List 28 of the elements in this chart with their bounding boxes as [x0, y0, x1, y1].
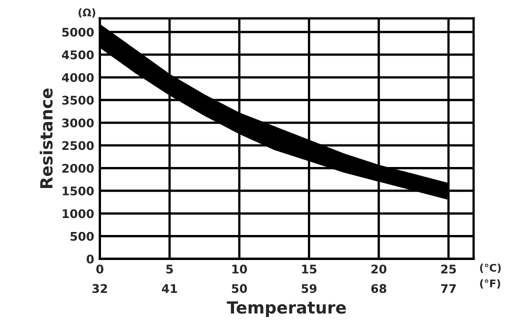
- x2-tick-label: 32: [92, 284, 108, 293]
- y-tick-label: 4500: [62, 50, 94, 60]
- y-tick-label: 2000: [62, 164, 94, 173]
- y-tick-label: 2500: [62, 141, 94, 150]
- x2-tick-label: 68: [371, 284, 386, 293]
- y-tick-label: 1500: [62, 186, 94, 196]
- x2-tick-label: 50: [232, 284, 247, 293]
- x-tick-label: 15: [302, 264, 316, 274]
- y-tick-label: 0: [86, 254, 94, 264]
- x2-tick-label: 77: [441, 284, 456, 293]
- y-tick-label: 1000: [62, 209, 94, 218]
- y-tick-label: 3000: [62, 118, 94, 128]
- y-tick-label: 500: [70, 232, 94, 241]
- x2-tick-label: 59: [302, 284, 316, 293]
- text: (°F): [480, 279, 500, 289]
- y-tick-label: 3500: [62, 96, 94, 105]
- x-tick-label: 5: [166, 264, 173, 274]
- x-tick-label: 25: [441, 264, 456, 274]
- y-tick-label: 5000: [62, 28, 94, 37]
- x-axis-title: Temperature: [226, 301, 346, 317]
- x2-tick-label: 41: [162, 284, 177, 293]
- x-tick-label: 10: [232, 264, 247, 274]
- text: (Ω): [78, 8, 96, 18]
- y-axis-title: Resistance: [40, 88, 53, 188]
- x-tick-label: 20: [371, 264, 386, 274]
- y-tick-label: 4000: [62, 73, 94, 82]
- text: (°C): [480, 264, 501, 273]
- x-tick-label: 0: [96, 264, 104, 274]
